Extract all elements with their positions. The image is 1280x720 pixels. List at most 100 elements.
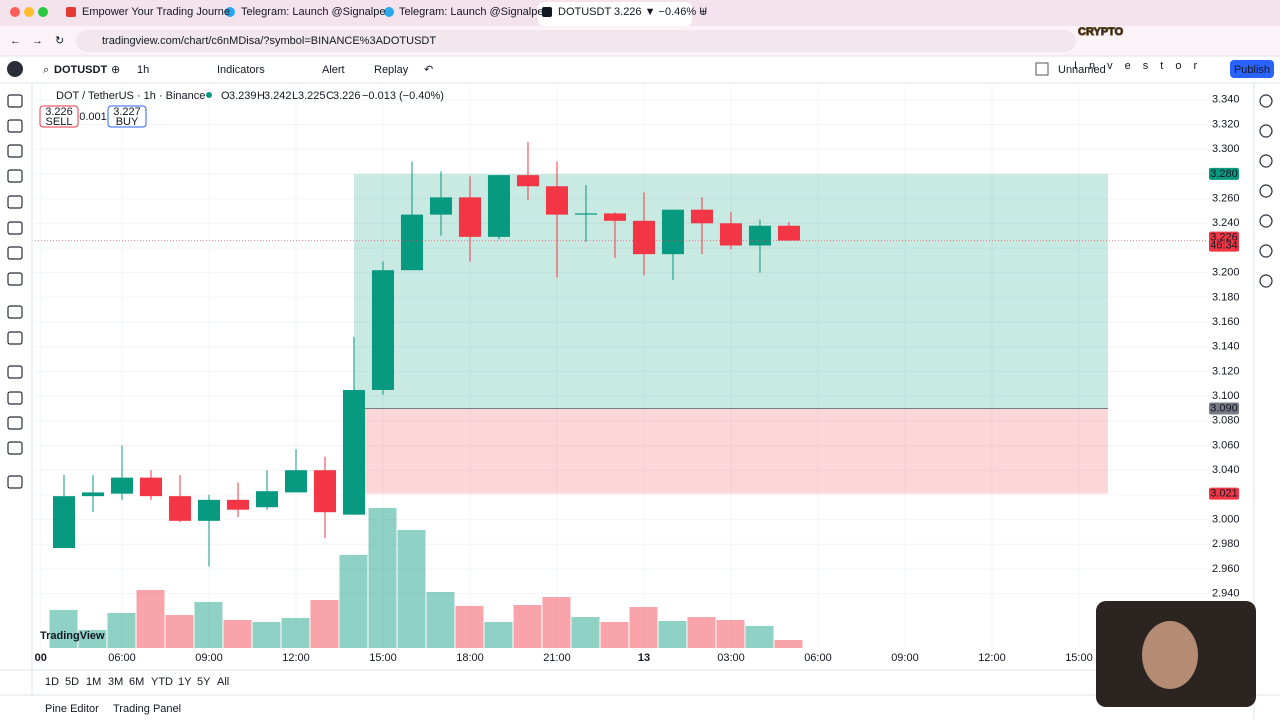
x-tick-label: 09:00 (891, 652, 919, 664)
new-tab[interactable]: + (700, 6, 706, 18)
tab[interactable]: Telegram: Launch @Signalpe (399, 6, 543, 18)
candle-body (81, 492, 105, 497)
address-bar[interactable] (76, 30, 1076, 52)
candle-body (748, 225, 771, 246)
checkbox[interactable] (1035, 62, 1049, 76)
active-tab[interactable] (538, 2, 692, 26)
volume-bar (78, 630, 107, 648)
y-tick-label: 3.180 (1212, 291, 1240, 303)
tool-icon[interactable] (7, 246, 23, 260)
range-button[interactable]: 5Y (197, 676, 211, 688)
y-tick-label: 3.040 (1212, 464, 1240, 476)
range-button[interactable]: 3M (108, 676, 123, 688)
candle-body (52, 496, 76, 548)
range-button[interactable]: 1Y (178, 676, 192, 688)
y-tick-label: 3.300 (1212, 143, 1240, 155)
ohlc-label: O (221, 90, 230, 102)
x-tick-label: 18:00 (456, 652, 484, 664)
interval[interactable]: 1h (137, 64, 149, 76)
side-icon[interactable] (1259, 184, 1273, 198)
side-icon[interactable] (1259, 244, 1273, 258)
candle-body (226, 499, 250, 510)
y-tick-label: 3.060 (1212, 439, 1240, 451)
tab-icon (542, 7, 552, 17)
tool-icon[interactable] (7, 475, 23, 489)
publish[interactable]: Publish (1234, 64, 1270, 76)
side-icon[interactable] (1259, 274, 1273, 288)
max-dot[interactable] (38, 7, 48, 17)
reload[interactable]: ↻ (55, 35, 64, 47)
candle-body (777, 225, 800, 241)
sell-label[interactable]: SELL (46, 116, 73, 128)
x-tick-label: 15:00 (369, 652, 397, 664)
y-tick-label: 3.120 (1212, 365, 1240, 377)
y-tick-label: 3.200 (1212, 267, 1240, 279)
volume-bar (339, 555, 368, 648)
tool-icon[interactable] (7, 331, 23, 345)
range-button[interactable]: 5D (65, 676, 79, 688)
replay[interactable]: Replay (374, 64, 409, 76)
bottom-tab[interactable]: Pine Editor (45, 703, 99, 715)
tool-icon[interactable] (7, 305, 23, 319)
entry-label: 3.090 (1210, 402, 1238, 414)
x-tick-label: 15:00 (1065, 652, 1093, 664)
tool-icon[interactable] (7, 272, 23, 286)
indicators[interactable]: Indicators (217, 64, 265, 76)
buy-btn[interactable] (107, 105, 147, 128)
range-button[interactable]: All (217, 676, 229, 688)
tool-icon[interactable] (7, 195, 23, 209)
publish-btn[interactable] (1230, 60, 1274, 78)
volume-bar (165, 615, 194, 648)
close-dot[interactable] (10, 7, 20, 17)
tool-icon[interactable] (7, 391, 23, 405)
logo: TradingView (40, 630, 105, 642)
buy-label[interactable]: BUY (116, 116, 139, 128)
symbol[interactable]: DOTUSDT (54, 64, 107, 76)
tab[interactable]: Empower Your Trading Journe (82, 6, 230, 18)
candle-body (458, 197, 482, 237)
range-button[interactable]: 6M (129, 676, 144, 688)
tool-icon[interactable] (7, 416, 23, 430)
bottom-tab[interactable]: Trading Panel (113, 703, 181, 715)
tool-icon[interactable] (7, 365, 23, 379)
side-icon[interactable] (1259, 214, 1273, 228)
volume-bar (368, 508, 397, 648)
forward[interactable]: → (32, 35, 43, 47)
alert[interactable]: Alert (322, 64, 345, 76)
stop-loss-zone (353, 408, 1108, 494)
range-button[interactable]: 1D (45, 676, 59, 688)
layout-name[interactable]: Unnamed (1058, 64, 1106, 76)
candle-body (690, 209, 713, 224)
y-tick-label: 3.160 (1212, 316, 1240, 328)
tool-icon[interactable] (7, 144, 23, 158)
y-tick-label: 2.960 (1212, 563, 1240, 575)
tool-icon[interactable] (7, 119, 23, 133)
min-dot[interactable] (24, 7, 34, 17)
tool-icon[interactable] (7, 169, 23, 183)
side-icon[interactable] (1259, 94, 1273, 108)
undo[interactable]: ↶ (424, 64, 433, 76)
range-button[interactable]: 1M (86, 676, 101, 688)
url[interactable]: tradingview.com/chart/c6nMDisa/?symbol=B… (102, 35, 436, 47)
sell-price[interactable]: 3.226 (45, 106, 73, 118)
tool-icon[interactable] (7, 94, 23, 108)
compare[interactable]: ⊕ (111, 64, 120, 76)
tool-icon[interactable] (7, 221, 23, 235)
buy-price[interactable]: 3.227 (113, 106, 141, 118)
candle-body (139, 477, 163, 497)
tool-icon[interactable] (7, 441, 23, 455)
side-icon[interactable] (1259, 154, 1273, 168)
candle-body (661, 209, 684, 255)
back[interactable]: ← (10, 35, 21, 47)
range-button[interactable]: YTD (151, 676, 173, 688)
webcam-face (1142, 621, 1198, 689)
sell-btn[interactable] (39, 105, 79, 128)
side-icon[interactable] (1259, 124, 1273, 138)
tab[interactable]: Telegram: Launch @Signalpe (241, 6, 385, 18)
candle-body (400, 214, 424, 271)
volume-bar (687, 617, 716, 648)
avatar[interactable] (7, 61, 23, 77)
candle-body (516, 175, 539, 187)
tab[interactable]: DOTUSDT 3.226 ▼ −0.46% U (558, 6, 707, 18)
